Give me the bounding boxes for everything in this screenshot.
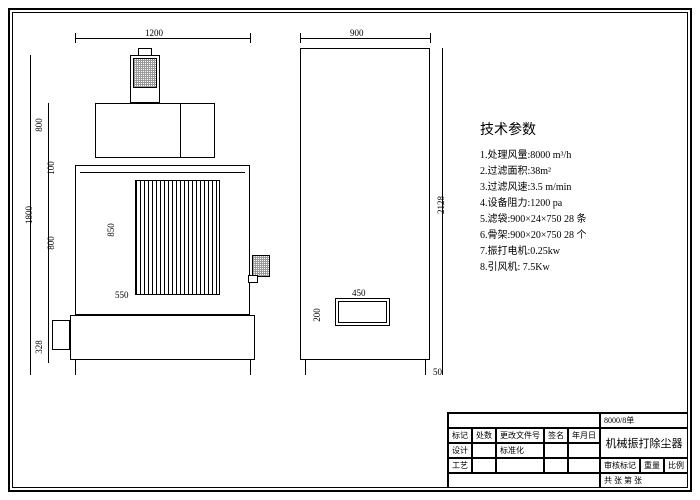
tb-r4a: 共 张 第 张: [600, 473, 688, 488]
tb-name: 机械振打除尘器: [600, 428, 688, 458]
motor-body: [133, 58, 157, 88]
tb-r3a: 工艺: [448, 458, 472, 473]
ext: [430, 33, 431, 43]
dim-328: 328: [34, 340, 44, 354]
dim-line-r: [300, 38, 430, 39]
motor-cap: [138, 48, 152, 56]
param-3: 3.过滤风速:3.5 m/min: [480, 180, 587, 196]
dim-50: 50: [433, 367, 442, 377]
ext: [300, 33, 301, 43]
tb-r1a: 标记: [448, 428, 472, 443]
tb-r1b: 处数: [472, 428, 496, 443]
upper-cabinet-r: [180, 103, 215, 158]
dim-850: 850: [106, 223, 116, 237]
side-motor-base: [248, 275, 258, 283]
tb-r3b: 审核标记: [600, 458, 640, 473]
leg: [75, 360, 76, 375]
params-title: 技术参数: [480, 120, 587, 142]
upper-cabinet: [95, 103, 185, 158]
dim-450: 450: [352, 288, 366, 298]
tb-model: 8000/8单: [600, 413, 688, 428]
side-motor: [252, 255, 270, 277]
outlet-flange: [52, 320, 70, 350]
dim-1200: 1200: [145, 28, 163, 38]
dim-axis-l1: [30, 55, 31, 375]
tb-r1d: 签名: [544, 428, 568, 443]
tb-r1c: 更改文件号: [496, 428, 544, 443]
leg: [305, 360, 306, 375]
dim-1800: 1800: [24, 206, 34, 224]
tb-r3d: 比例: [664, 458, 688, 473]
tb-r2b: 标准化: [496, 443, 544, 458]
tb-r1e: 年月日: [568, 428, 600, 443]
dim-800a: 800: [34, 118, 44, 132]
ext: [250, 33, 251, 43]
leg: [425, 360, 426, 375]
dim-2128: 2128: [436, 196, 446, 214]
dim-550: 550: [115, 290, 129, 300]
param-6: 6.骨架:900×20×750 28 个: [480, 228, 587, 244]
param-5: 5.滤袋:900×24×750 28 条: [480, 212, 587, 228]
param-2: 2.过滤面积:38m²: [480, 164, 587, 180]
dim-axis-l2: [48, 103, 49, 363]
tb-r3c: 重量: [640, 458, 664, 473]
ext: [75, 33, 76, 43]
tb-r2a: 设计: [448, 443, 472, 458]
param-4: 4.设备阻力:1200 pa: [480, 196, 587, 212]
base: [70, 315, 255, 360]
dim-line: [75, 38, 250, 39]
title-block: 8000/8单 标记 处数 更改文件号 签名 年月日 机械振打除尘器 设计 标准…: [447, 412, 688, 488]
leg: [250, 360, 251, 375]
inlet-inner: [338, 301, 387, 323]
filter-bags: [135, 180, 220, 295]
param-8: 8.引风机: 7.5Kw: [480, 260, 587, 276]
tech-params: 技术参数 1.处理风量:8000 m³/h 2.过滤面积:38m² 3.过滤风速…: [480, 120, 587, 276]
param-7: 7.振打电机:0.25kw: [480, 244, 587, 260]
dim-200: 200: [312, 308, 322, 322]
param-1: 1.处理风量:8000 m³/h: [480, 148, 587, 164]
inner-line: [80, 172, 245, 173]
dim-900: 900: [350, 28, 364, 38]
